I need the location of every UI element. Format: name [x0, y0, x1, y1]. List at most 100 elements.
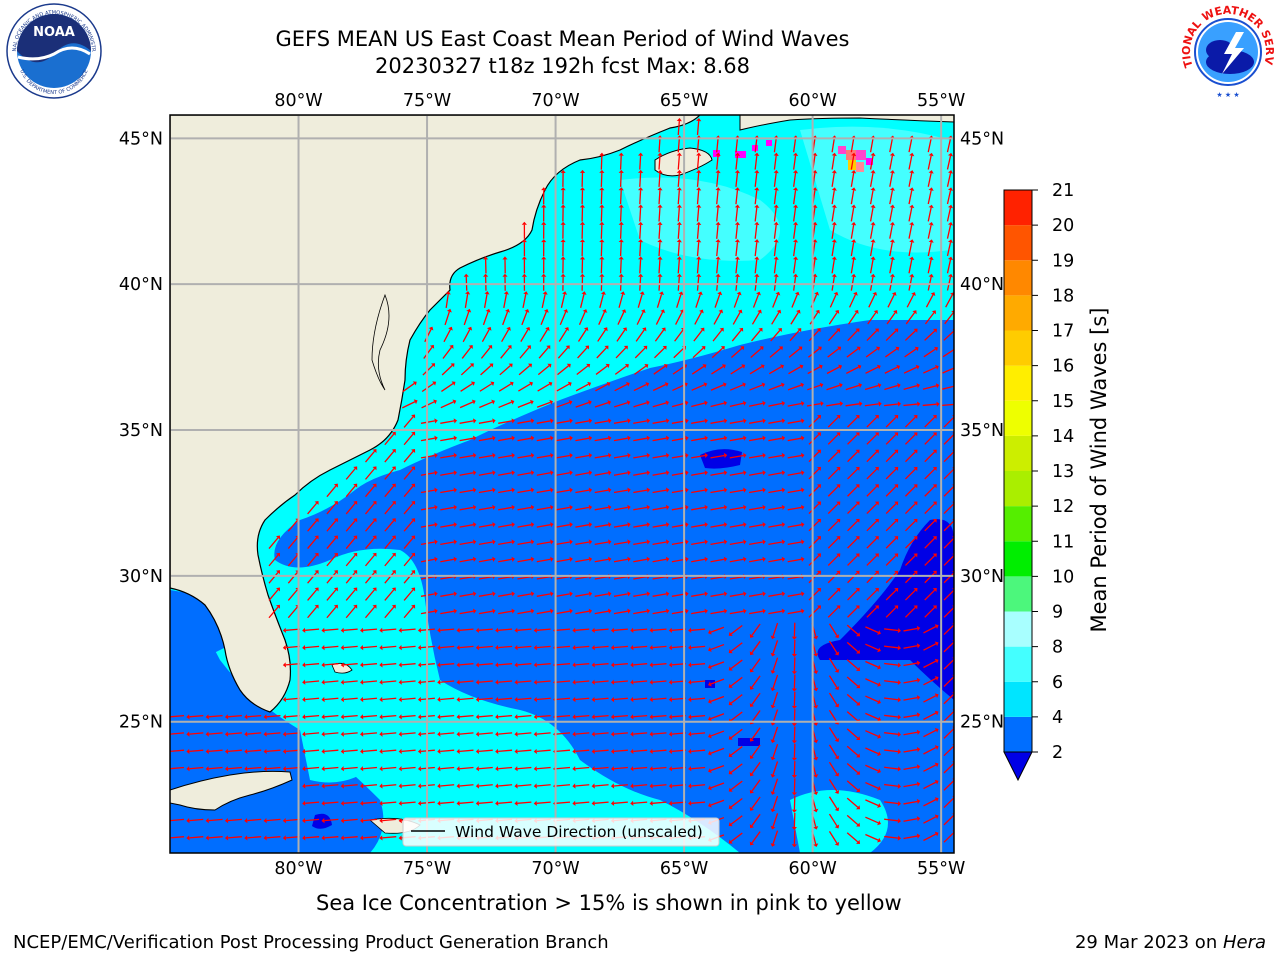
- wave-direction-arrow: [864, 384, 879, 391]
- wave-direction-arrow: [924, 485, 936, 497]
- wave-direction-arrow: [613, 663, 628, 666]
- wave-direction-arrowhead: [897, 627, 902, 634]
- wave-direction-arrow: [943, 589, 954, 601]
- wave-direction-arrow: [345, 572, 356, 584]
- wave-direction-arrowhead: [282, 714, 287, 720]
- wave-direction-arrowhead: [564, 327, 569, 332]
- wave-direction-arrowhead: [314, 570, 319, 575]
- footer-machine: Hera: [1222, 932, 1266, 953]
- wave-direction-arrow: [652, 697, 667, 701]
- wave-direction-arrowhead: [791, 809, 797, 813]
- wave-direction-arrow: [772, 795, 779, 810]
- wave-direction-arrowhead: [572, 714, 576, 720]
- wave-direction-arrow: [808, 572, 820, 584]
- wave-direction-arrowhead: [801, 539, 805, 545]
- wave-direction-arrow: [459, 697, 474, 701]
- wave-direction-arrowhead: [511, 522, 515, 528]
- wave-direction-arrowhead: [836, 415, 841, 419]
- wave-direction-arrowhead: [934, 762, 939, 768]
- wave-direction-arrow: [658, 172, 661, 187]
- wave-direction-arrowhead: [475, 766, 480, 772]
- wave-direction-arrowhead: [606, 381, 611, 387]
- wave-direction-arrowhead: [353, 483, 358, 488]
- wave-direction-arrowhead: [637, 204, 644, 208]
- wave-direction-arrowhead: [820, 401, 824, 407]
- wave-direction-arrowhead: [723, 556, 728, 562]
- wave-direction-arrow: [578, 311, 586, 325]
- wave-direction-arrowhead: [630, 731, 634, 737]
- wave-direction-arrow: [771, 311, 780, 325]
- wave-direction-arrowhead: [353, 604, 358, 609]
- wave-direction-arrow: [772, 692, 779, 706]
- wave-direction-arrowhead: [668, 800, 673, 806]
- wave-direction-arrow: [886, 312, 896, 325]
- wave-direction-arrowhead: [472, 470, 477, 476]
- wave-direction-arrowhead: [618, 152, 624, 156]
- wave-direction-arrowhead: [505, 308, 510, 313]
- wave-direction-arrowhead: [759, 346, 764, 351]
- wave-direction-arrow: [247, 732, 262, 735]
- wave-direction-arrowhead: [398, 627, 402, 633]
- wave-direction-arrow: [691, 575, 706, 580]
- wave-direction-arrowhead: [954, 365, 958, 370]
- wave-direction-arrowhead: [717, 291, 723, 296]
- wave-direction-arrowhead: [934, 727, 939, 733]
- wave-direction-arrow: [807, 384, 821, 391]
- wave-direction-arrow: [808, 503, 820, 515]
- wave-direction-arrow: [943, 451, 954, 463]
- wave-direction-arrow: [831, 138, 835, 153]
- wave-direction-arrow: [908, 138, 913, 153]
- wave-direction-arrow: [691, 680, 706, 683]
- wave-direction-arrowhead: [817, 518, 821, 523]
- wave-direction-arrowhead: [588, 435, 593, 441]
- wave-direction-arrowhead: [664, 382, 669, 387]
- wave-direction-arrow: [208, 732, 223, 735]
- wave-direction-arrowhead: [569, 504, 573, 510]
- wave-direction-arrow: [517, 801, 532, 804]
- wave-direction-arrow: [403, 416, 414, 428]
- wave-direction-arrow: [923, 695, 937, 703]
- lat-label-left: 45°N: [119, 129, 163, 149]
- wave-direction-arrowhead: [514, 714, 518, 720]
- wave-direction-arrowhead: [495, 783, 499, 789]
- wave-direction-arrowhead: [928, 222, 934, 226]
- lon-label-top: 55°W: [917, 91, 965, 111]
- wave-direction-arrowhead: [583, 327, 589, 332]
- wave-direction-arrowhead: [542, 291, 548, 295]
- wave-direction-arrow: [885, 433, 897, 445]
- wave-direction-arrowhead: [456, 645, 460, 651]
- wave-direction-arrowhead: [467, 326, 473, 331]
- wave-direction-arrow: [555, 420, 571, 424]
- wave-direction-arrow: [927, 190, 932, 205]
- wave-direction-arrowhead: [817, 570, 821, 575]
- wave-direction-arrowhead: [801, 591, 805, 597]
- wave-direction-arrow: [459, 610, 474, 615]
- wave-direction-arrowhead: [685, 556, 689, 562]
- wave-direction-arrowhead: [934, 779, 939, 785]
- wave-direction-arrow: [459, 472, 474, 476]
- wave-direction-arrowhead: [874, 415, 879, 419]
- wave-direction-arrow: [889, 190, 894, 205]
- wave-direction-arrowhead: [434, 504, 438, 510]
- wave-direction-arrowhead: [314, 604, 319, 609]
- wave-direction-arrowhead: [770, 843, 776, 847]
- wave-direction-arrow: [691, 766, 706, 770]
- wave-direction-arrow: [885, 589, 897, 601]
- wave-direction-arrowhead: [588, 539, 593, 545]
- wave-direction-arrowhead: [630, 679, 634, 685]
- wave-direction-arrow: [365, 468, 375, 480]
- wave-direction-arrow: [923, 677, 937, 686]
- wave-direction-arrowhead: [668, 662, 673, 668]
- wave-direction-arrowhead: [607, 400, 612, 406]
- wave-direction-arrowhead: [897, 714, 902, 720]
- wave-direction-arrowhead: [450, 363, 455, 368]
- wave-direction-arrow: [478, 420, 493, 424]
- wave-direction-arrowhead: [605, 363, 610, 369]
- wave-direction-arrowhead: [781, 452, 786, 459]
- wave-direction-arrow: [613, 714, 628, 718]
- wave-direction-arrowhead: [429, 344, 435, 349]
- wave-direction-arrowhead: [685, 608, 689, 614]
- wave-direction-arrowhead: [699, 309, 704, 314]
- wave-direction-arrow: [652, 645, 667, 649]
- wave-direction-arrow: [847, 451, 858, 463]
